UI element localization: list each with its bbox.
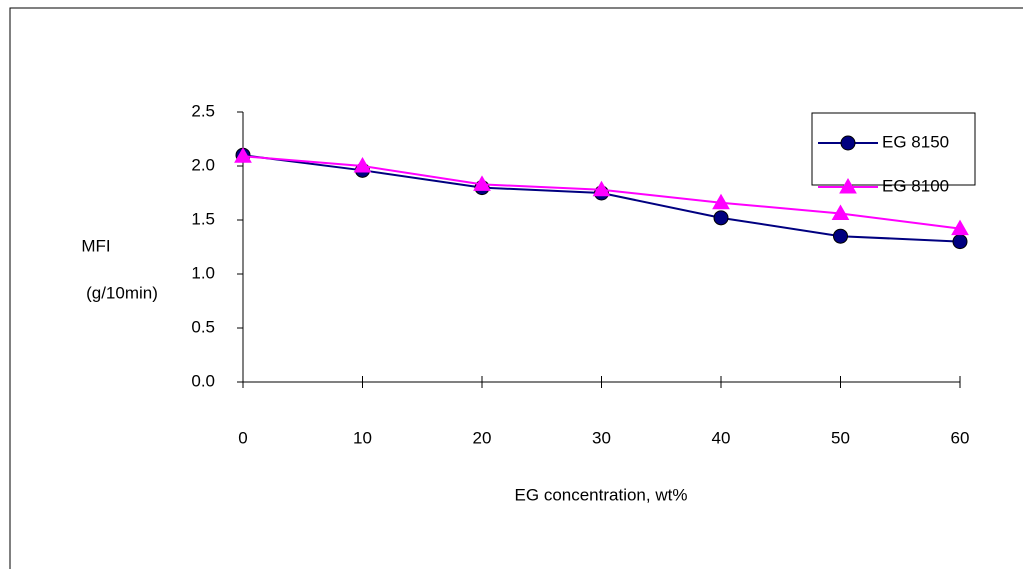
legend-label: EG 8100 [882,176,949,195]
data-point [952,234,968,250]
y-axis-label: (g/10min) [86,283,158,302]
y-tick-label: 2.0 [191,155,215,174]
data-point [831,204,850,221]
x-tick-label: 50 [831,428,850,447]
y-tick-label: 0.0 [191,371,215,390]
legend-marker [840,135,856,151]
frame [9,7,1023,569]
legend-marker [839,177,857,194]
data-point [234,147,252,163]
data-point [592,180,611,197]
data-point [473,175,491,191]
y-tick-label: 1.0 [191,263,215,282]
x-tick-label: 10 [353,428,372,447]
x-tick-label: 20 [473,428,492,447]
x-tick-label: 40 [712,428,731,447]
x-axis-label: EG concentration, wt% [515,485,688,504]
legend-label: EG 8150 [882,132,949,151]
y-tick-label: 0.5 [191,317,215,336]
data-point [712,193,730,210]
data-point [951,219,969,236]
y-tick-label: 1.5 [191,209,215,228]
data-point [353,156,372,173]
data-point [713,210,729,226]
y-axis-label: MFI [81,236,110,255]
legend [811,112,976,186]
x-tick-label: 60 [951,428,970,447]
y-tick-label: 2.5 [191,101,215,120]
data-point [833,228,848,244]
x-tick-label: 30 [592,428,611,447]
x-tick-label: 0 [238,428,247,447]
